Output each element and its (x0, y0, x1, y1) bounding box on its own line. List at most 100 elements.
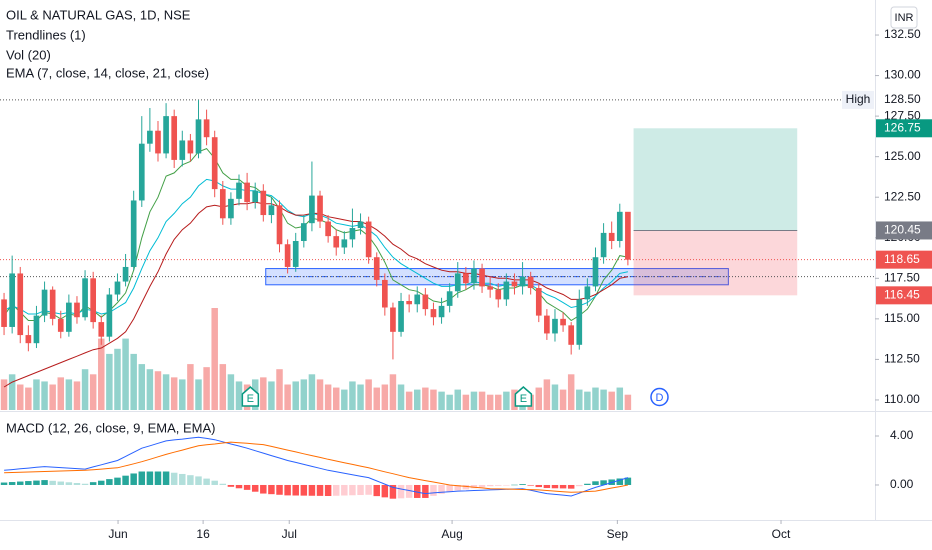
volume-bar (292, 381, 299, 410)
macd-histogram-bar (527, 484, 534, 486)
earnings-icon (241, 386, 260, 407)
volume-bar (284, 384, 291, 410)
candle-body (49, 289, 56, 319)
volume-bar (357, 384, 364, 410)
candle-body (365, 221, 372, 258)
macd-histogram-bar (576, 484, 583, 487)
volume-bar (25, 387, 32, 410)
earnings-icon (514, 386, 533, 407)
x-tick-label: Sep (607, 527, 629, 541)
macd-histogram-bar (33, 480, 40, 485)
macd-histogram-bar (211, 480, 218, 485)
candle-body (414, 294, 421, 305)
macd-histogram-bar (49, 480, 56, 485)
macd-histogram-bar (0, 482, 8, 485)
volume-bar (332, 387, 340, 410)
volume-bar (203, 367, 210, 410)
candle-body (349, 228, 356, 240)
macd-histogram-bar (373, 484, 380, 497)
candle-body (130, 200, 137, 267)
currency-box[interactable] (890, 6, 918, 29)
macd-histogram-bar (357, 484, 364, 496)
event-label: E (247, 393, 254, 405)
volume-bar (576, 389, 583, 410)
macd-histogram-bar (470, 484, 478, 489)
candle-body (195, 119, 202, 154)
candle-body (560, 318, 566, 326)
macd-histogram-bar (503, 484, 510, 486)
volume-bar (260, 377, 267, 410)
y-tick-label: 130.00 (884, 68, 921, 82)
volume-bar (195, 379, 202, 410)
macd-histogram-bar (397, 484, 405, 499)
macd-histogram-bar (154, 471, 162, 485)
volume-bar (41, 381, 48, 410)
entry-tag (876, 221, 932, 240)
volume-bar (478, 391, 486, 410)
candle-body (236, 182, 242, 199)
candle-body (122, 266, 129, 282)
volume-bar (535, 387, 543, 410)
macd-histogram-bar (187, 475, 194, 485)
volume-bar (454, 389, 461, 410)
volume-bar (235, 381, 243, 410)
volume-bar (154, 371, 162, 410)
position-target (633, 128, 798, 231)
volume-bar (486, 394, 494, 410)
candle-body (163, 116, 169, 154)
candle-body (584, 286, 591, 300)
macd-histogram-bar (25, 481, 32, 485)
volume-bar (170, 377, 178, 410)
macd-histogram-bar (65, 482, 73, 485)
y-tick-label: 122.50 (884, 189, 921, 203)
y-tick-label: 0.00 (890, 477, 914, 491)
candle-body (592, 257, 599, 287)
macd-histogram-bar (624, 477, 632, 485)
volume-bar (584, 391, 591, 410)
macd-histogram-bar (243, 484, 251, 490)
candle-body (552, 318, 558, 334)
volume-bar (592, 387, 599, 410)
entry-tag-label: 120.45 (884, 223, 921, 237)
candle-body (292, 241, 299, 267)
volume-bar (397, 384, 405, 410)
candle-body (187, 140, 194, 154)
volume-bar (0, 379, 8, 410)
y-tick-label: 110.00 (884, 392, 920, 406)
candle-body (284, 244, 291, 267)
volume-bar (389, 374, 397, 410)
volume-bar (33, 379, 40, 410)
stop-tag (876, 286, 932, 305)
volume-bar (462, 394, 470, 410)
stop-tag-label: 116.45 (884, 288, 920, 302)
volume-bar (551, 384, 559, 410)
chart-title: OIL & NATURAL GAS, 1D, NSE (6, 7, 191, 22)
candle-body (519, 276, 526, 287)
volume-bar (211, 308, 218, 410)
indicator-legend: Vol (20) (6, 47, 51, 62)
macd-histogram-bar (114, 477, 121, 485)
candle-body (41, 289, 48, 316)
volume-bar (430, 389, 437, 410)
volume-bar (98, 338, 105, 410)
macd-histogram-bar (405, 484, 413, 498)
event-label: D (656, 392, 664, 404)
macd-histogram-bar (170, 472, 178, 485)
candle-body (33, 315, 40, 344)
high-name: High (846, 92, 871, 106)
y-tick-label: 4.00 (890, 428, 914, 442)
volume-bar (122, 338, 129, 410)
volume-bar (146, 369, 154, 410)
macd-histogram-bar (57, 481, 65, 485)
x-tick-label: Jun (108, 527, 127, 541)
macd-histogram-bar (316, 484, 324, 496)
candle-body (57, 318, 64, 332)
target-tag (876, 119, 932, 138)
volume-bar (65, 379, 73, 410)
volume-bar (341, 389, 348, 410)
volume-bar (316, 379, 324, 410)
macd-histogram-bar (292, 484, 299, 496)
candle-body (252, 190, 259, 203)
volume-bar (373, 387, 380, 410)
target-tag-label: 126.75 (884, 120, 921, 134)
